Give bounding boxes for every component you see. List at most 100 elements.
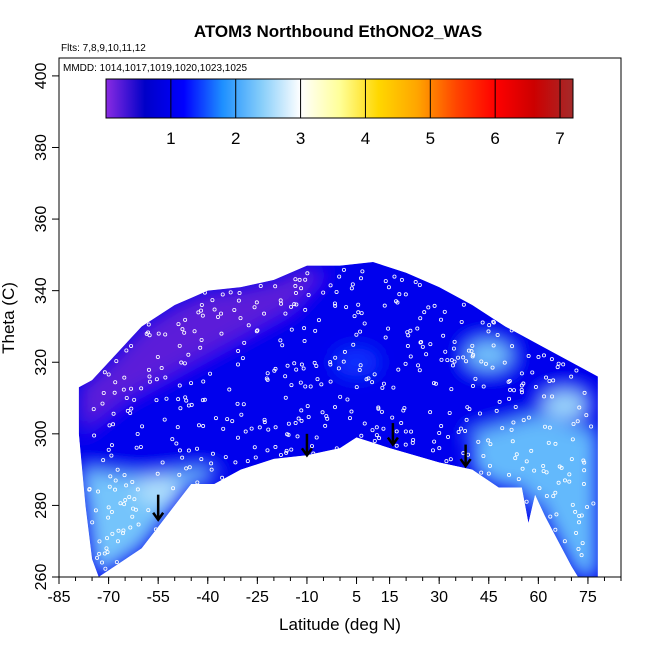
sample-marker (220, 475, 225, 480)
sample-marker (201, 379, 206, 384)
sample-marker (299, 418, 304, 423)
sample-marker (198, 308, 203, 313)
sample-marker (199, 302, 204, 307)
sample-marker (210, 451, 215, 456)
sample-marker (383, 335, 388, 340)
sample-marker (374, 433, 379, 438)
sample-marker (146, 367, 151, 372)
sample-marker (103, 566, 108, 571)
chart-title: ATOM3 Northbound EthONO2_WAS (194, 22, 482, 41)
sample-marker (128, 410, 133, 415)
sample-marker (396, 367, 401, 372)
sample-marker (221, 426, 226, 431)
y-tick-label: 300 (33, 420, 50, 447)
colorbar-tick-label: 2 (231, 129, 240, 148)
sample-marker (163, 375, 168, 380)
sample-marker (299, 362, 304, 367)
sample-marker (555, 365, 560, 370)
sample-marker (262, 420, 267, 425)
sample-marker (156, 331, 161, 336)
sample-marker (273, 284, 278, 289)
sample-marker (439, 317, 444, 322)
sample-marker (177, 343, 182, 348)
sample-marker (481, 453, 486, 458)
sample-marker (403, 442, 408, 447)
sample-marker (333, 303, 338, 308)
sample-marker (285, 363, 290, 368)
sample-marker (357, 368, 362, 373)
arrow-marker (386, 423, 399, 447)
sample-marker (284, 450, 289, 455)
sample-marker (506, 379, 511, 384)
sample-marker (292, 302, 297, 307)
sample-marker (97, 551, 102, 556)
sample-marker (591, 501, 596, 506)
sample-marker (337, 274, 342, 279)
sample-marker (470, 343, 475, 348)
sample-marker (246, 323, 251, 328)
sample-marker (507, 396, 512, 401)
sample-marker (344, 305, 349, 310)
sample-marker (386, 285, 391, 290)
sample-marker (405, 330, 410, 335)
sample-marker (115, 467, 120, 472)
sample-marker (394, 443, 399, 448)
colorbar-tick-label: 1 (166, 129, 175, 148)
sample-marker (377, 436, 382, 441)
sample-marker (422, 310, 427, 315)
sample-marker (519, 387, 524, 392)
sample-marker (486, 471, 491, 476)
sample-marker (210, 298, 215, 303)
field-region-upper-left (78, 265, 324, 434)
sample-marker (461, 355, 466, 360)
sample-marker (341, 359, 346, 364)
sample-marker (135, 487, 140, 492)
sample-marker (252, 305, 257, 310)
sample-marker (293, 291, 298, 296)
sample-marker (494, 408, 499, 413)
sample-marker (582, 460, 587, 465)
x-tick-label: -85 (47, 589, 70, 606)
sample-marker (526, 415, 531, 420)
sample-marker (561, 362, 566, 367)
sample-marker (392, 274, 397, 279)
sample-marker (437, 430, 442, 435)
colorbar-tick-label: 6 (490, 129, 499, 148)
sample-marker (479, 359, 484, 364)
sample-marker (577, 520, 582, 525)
sample-marker (262, 311, 267, 316)
field-hotspot (466, 341, 511, 370)
sample-marker (146, 322, 151, 327)
sample-marker (262, 417, 267, 422)
sample-marker (124, 395, 129, 400)
sample-marker (314, 435, 319, 440)
sample-marker (176, 322, 181, 327)
sample-marker (320, 410, 325, 415)
sample-marker (91, 407, 96, 412)
sample-marker (416, 363, 421, 368)
sample-marker (315, 377, 320, 382)
sample-marker (364, 377, 369, 382)
sample-marker (500, 426, 505, 431)
sample-marker (547, 425, 552, 430)
sample-marker (184, 466, 189, 471)
sample-marker (182, 361, 187, 366)
sample-marker (533, 385, 538, 390)
x-tick-label: 30 (430, 589, 448, 606)
sample-marker (547, 378, 552, 383)
field-region-lower-left (78, 469, 215, 577)
sample-marker (177, 448, 182, 453)
y-axis: 260 280 300 320 340 360 380 400 (33, 62, 59, 590)
sample-marker (106, 515, 111, 520)
sample-marker (437, 446, 442, 451)
sample-marker (283, 374, 288, 379)
sample-marker (289, 327, 294, 332)
sample-marker (319, 382, 324, 387)
sample-marker (254, 329, 259, 334)
sample-marker (428, 410, 433, 415)
sample-marker (305, 271, 310, 276)
sample-marker (511, 420, 516, 425)
sample-marker (238, 316, 243, 321)
sample-marker (508, 387, 513, 392)
sample-marker (332, 405, 337, 410)
